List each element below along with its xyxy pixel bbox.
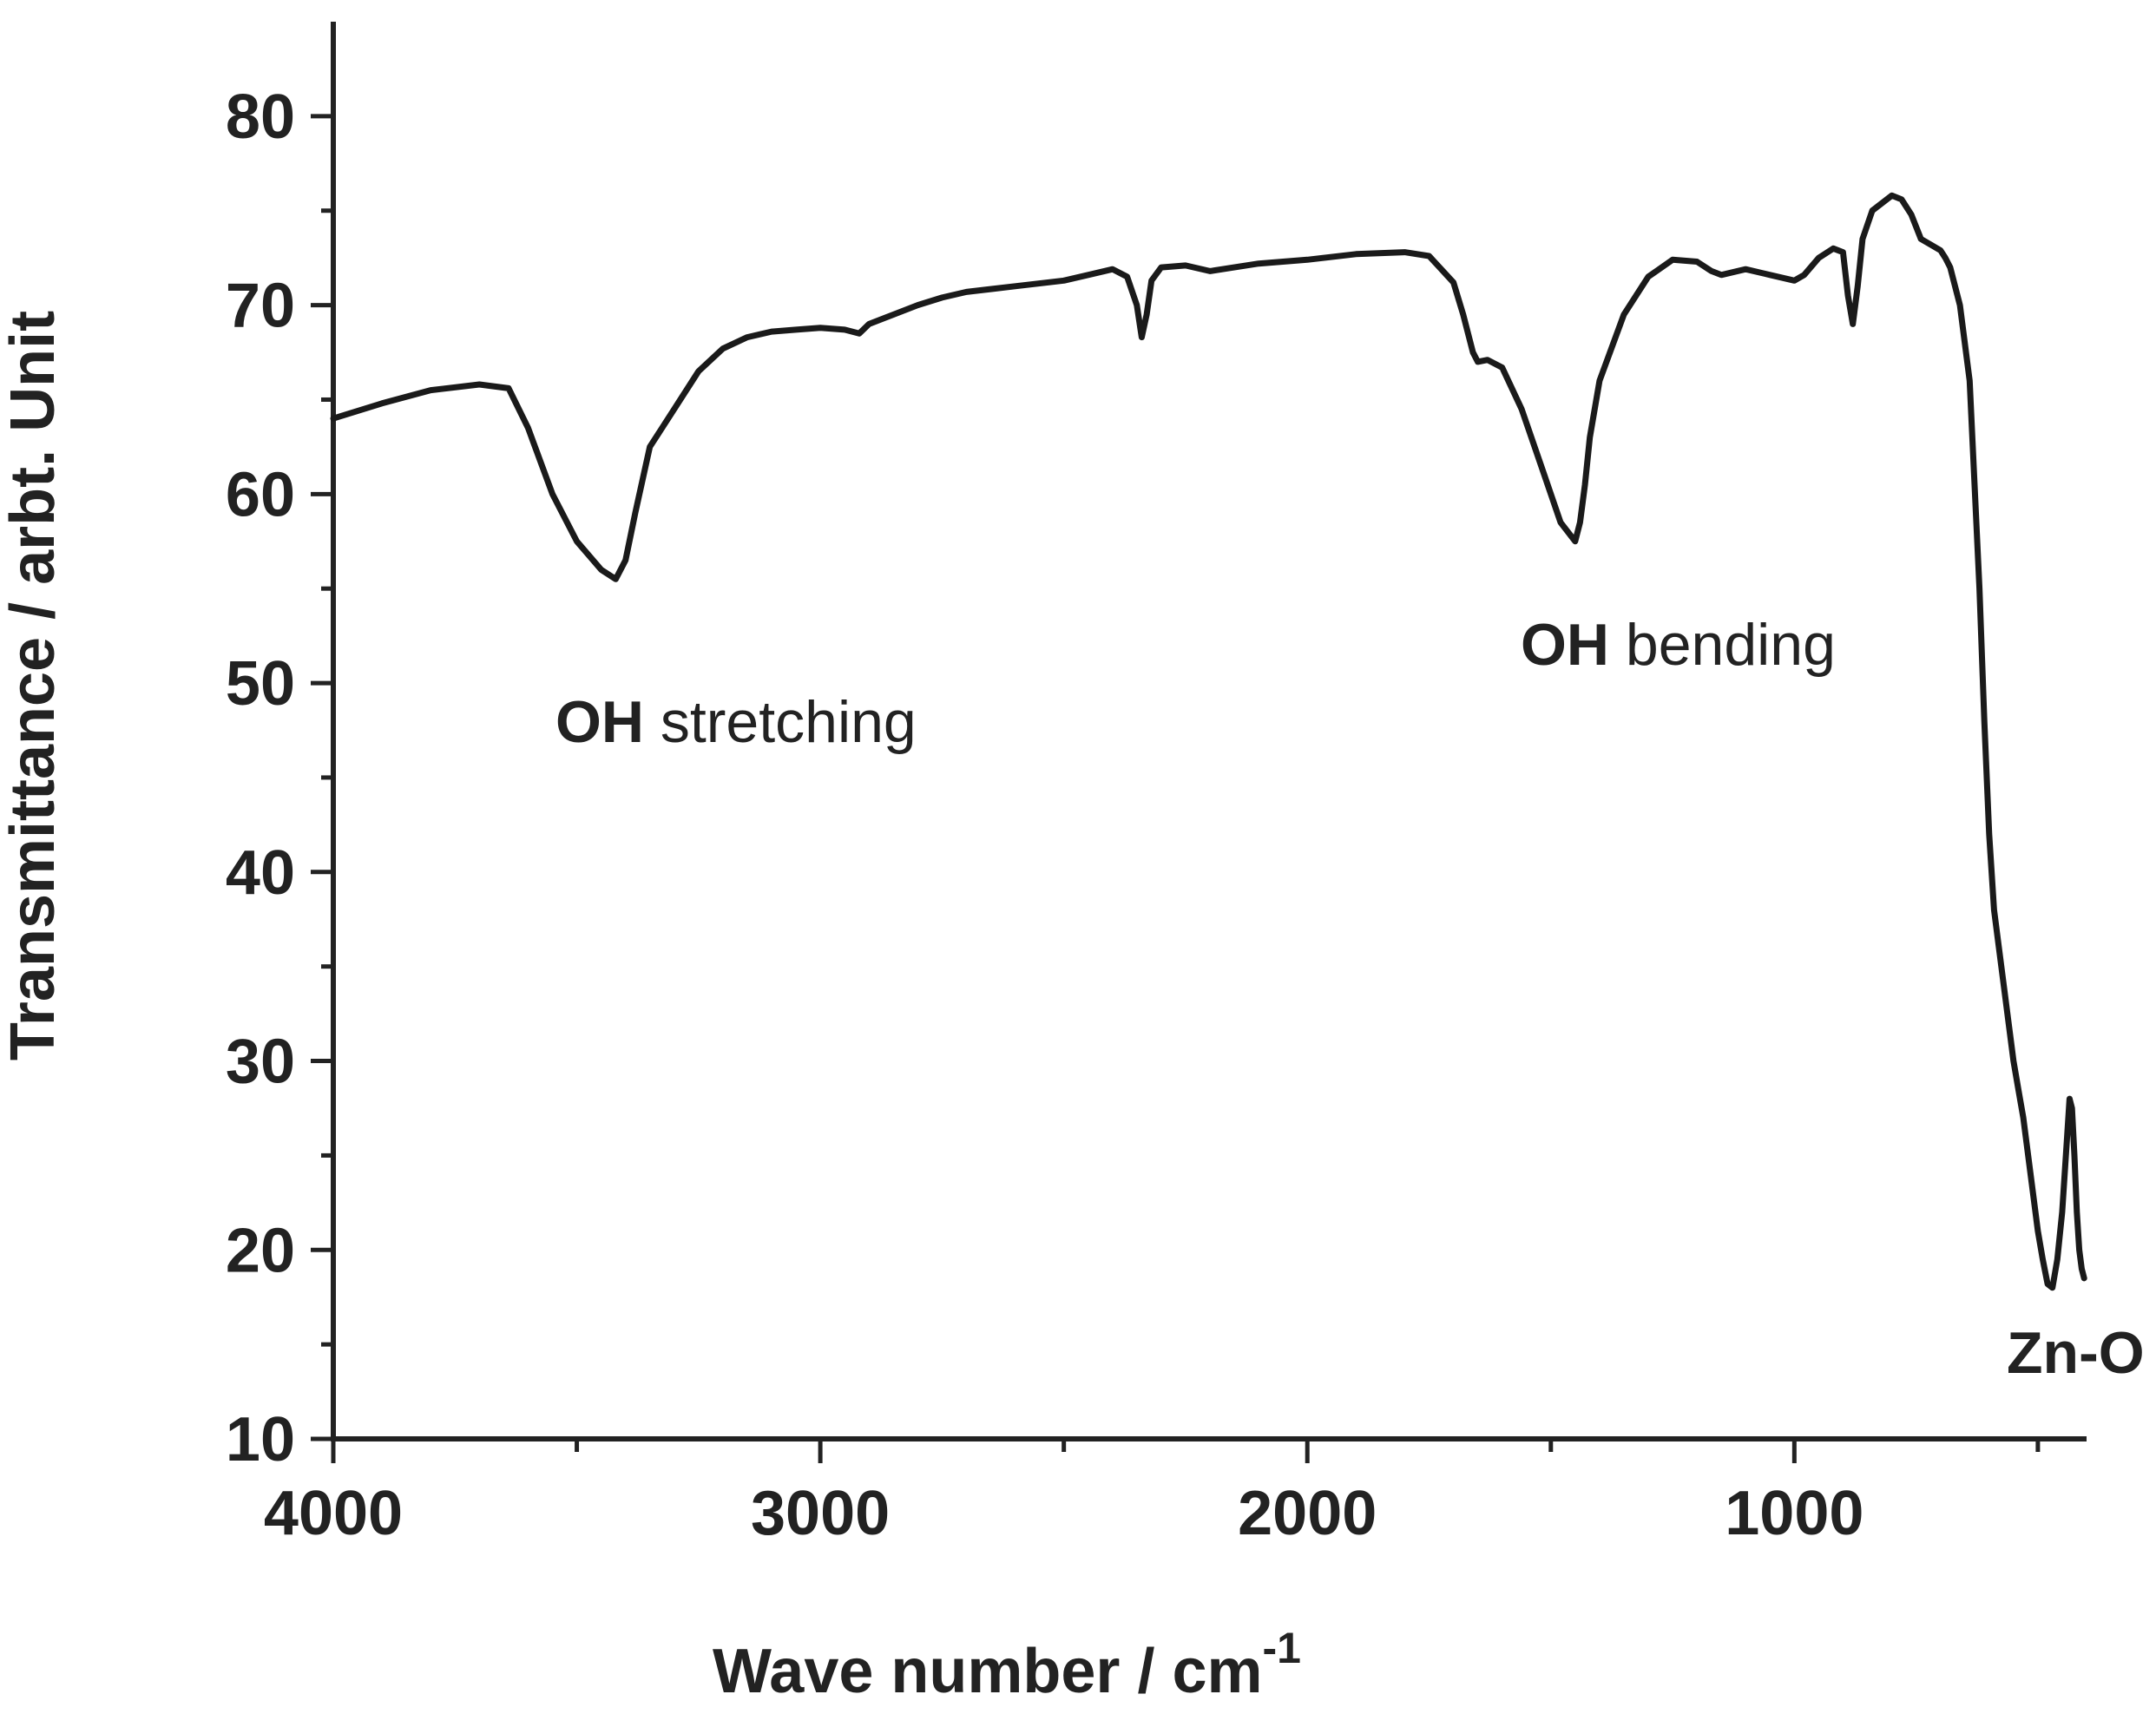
annotation-oh-bending-bold: OH (1521, 612, 1609, 678)
annotation-oh-stretching-text: stretching (644, 689, 917, 755)
y-tick-label: 50 (226, 649, 295, 719)
annotation-oh-stretching-bold: OH (555, 689, 644, 755)
y-ticks: 10 20 30 40 50 60 70 80 (226, 82, 333, 1474)
x-ticks: 4000 3000 2000 1000 (264, 1439, 2041, 1548)
x-tick-label: 3000 (751, 1479, 890, 1548)
annotation-zn-o: Zn-O (2007, 1320, 2145, 1386)
y-axis-title: Transmittance / arbt. Unit (0, 311, 68, 1061)
y-tick-label: 80 (226, 82, 295, 152)
y-tick-label: 40 (226, 838, 295, 908)
x-tick-label: 1000 (1725, 1479, 1863, 1548)
spectrum-line (330, 192, 2087, 1291)
x-tick-label: 4000 (264, 1479, 403, 1548)
y-tick-label: 10 (226, 1405, 295, 1474)
annotation-oh-bending-text: bending (1609, 612, 1836, 678)
x-axis-title-superscript: -1 (1263, 1624, 1301, 1672)
x-axis-title-main: Wave number / cm (713, 1637, 1263, 1706)
x-tick-label: 2000 (1238, 1479, 1377, 1548)
annotation-oh-bending: OH bending (1521, 612, 1836, 678)
y-tick-label: 60 (226, 460, 295, 529)
y-tick-label: 70 (226, 272, 295, 341)
y-tick-label: 20 (226, 1216, 295, 1285)
y-tick-label: 30 (226, 1028, 295, 1097)
annotation-zn-o-bold: Zn-O (2007, 1320, 2145, 1386)
annotation-oh-stretching: OH stretching (555, 689, 917, 755)
x-axis-title: Wave number / cm-1 (713, 1624, 1301, 1706)
